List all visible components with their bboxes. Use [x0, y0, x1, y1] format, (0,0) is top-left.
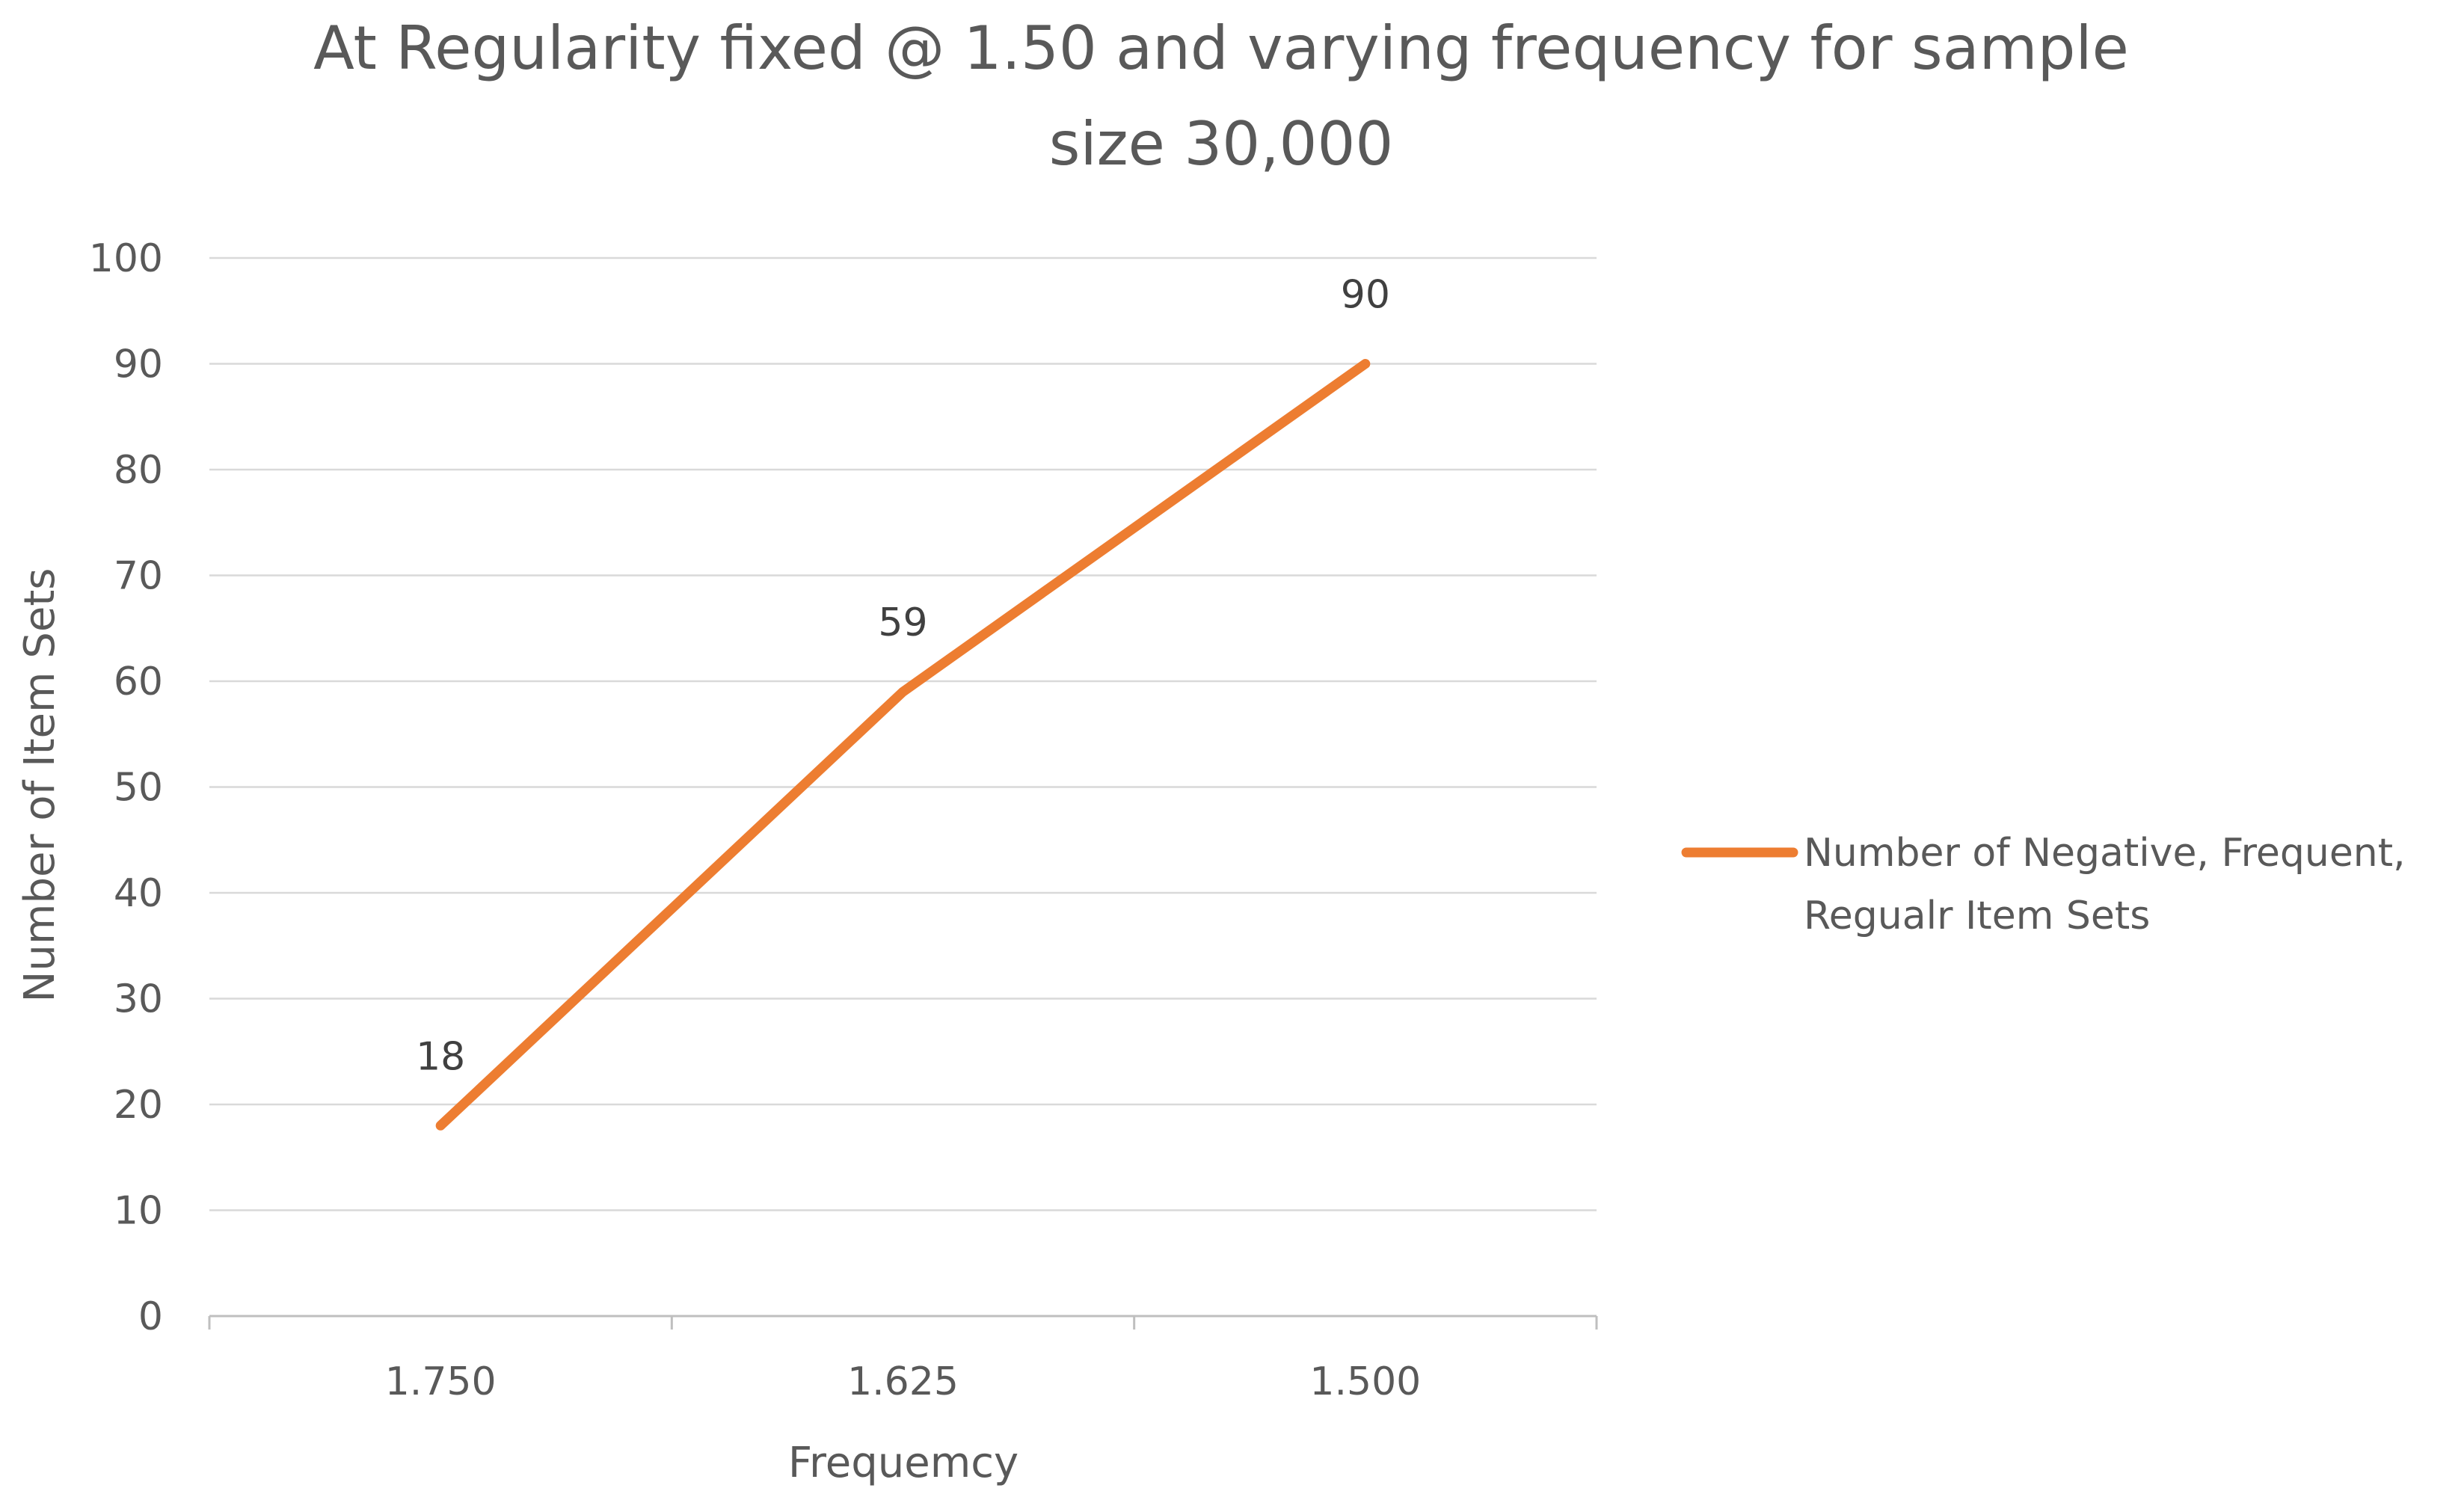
y-tick-label: 90	[114, 342, 163, 387]
chart-title-line: At Regularity fixed @ 1.50 and varying f…	[313, 13, 2129, 83]
x-tick-label: 1.750	[385, 1359, 497, 1404]
series-line	[435, 359, 1371, 1131]
chart-title: At Regularity fixed @ 1.50 and varying f…	[313, 13, 2129, 179]
x-axis-title: Frequemcy	[788, 1439, 1019, 1487]
legend-label: Number of Negative, Frequent,	[1804, 831, 2406, 876]
legend: Number of Negative, Frequent, Regualr Ite…	[1681, 831, 2406, 938]
series-group	[435, 359, 1371, 1131]
data-label: 90	[1341, 273, 1390, 318]
y-axis-tick-labels: 0 10 20 30 40 50 60 70 80 90 100	[89, 236, 163, 1339]
gridlines	[209, 256, 1597, 1318]
data-label: 18	[416, 1034, 465, 1079]
y-tick-label: 0	[138, 1294, 163, 1339]
data-label: 59	[878, 600, 927, 645]
legend-label: Regualr Item Sets	[1804, 894, 2150, 938]
x-axis	[208, 1316, 1598, 1330]
data-labels: 18 59 90	[416, 273, 1390, 1080]
y-axis-title: Number of Item Sets	[16, 568, 64, 1003]
y-tick-label: 80	[114, 448, 163, 493]
y-tick-label: 40	[114, 871, 163, 916]
y-tick-label: 30	[114, 977, 163, 1022]
chart-title-line: size 30,000	[1049, 109, 1393, 179]
x-tick-label: 1.500	[1309, 1359, 1421, 1404]
x-tick-label: 1.625	[847, 1359, 959, 1404]
y-tick-label: 10	[114, 1189, 163, 1234]
x-axis-tick-labels: 1.750 1.625 1.500	[385, 1359, 1422, 1404]
y-tick-label: 70	[114, 554, 163, 599]
y-tick-label: 60	[114, 660, 163, 704]
y-tick-label: 100	[89, 236, 163, 281]
y-tick-label: 50	[114, 766, 163, 811]
y-tick-label: 20	[114, 1083, 163, 1128]
